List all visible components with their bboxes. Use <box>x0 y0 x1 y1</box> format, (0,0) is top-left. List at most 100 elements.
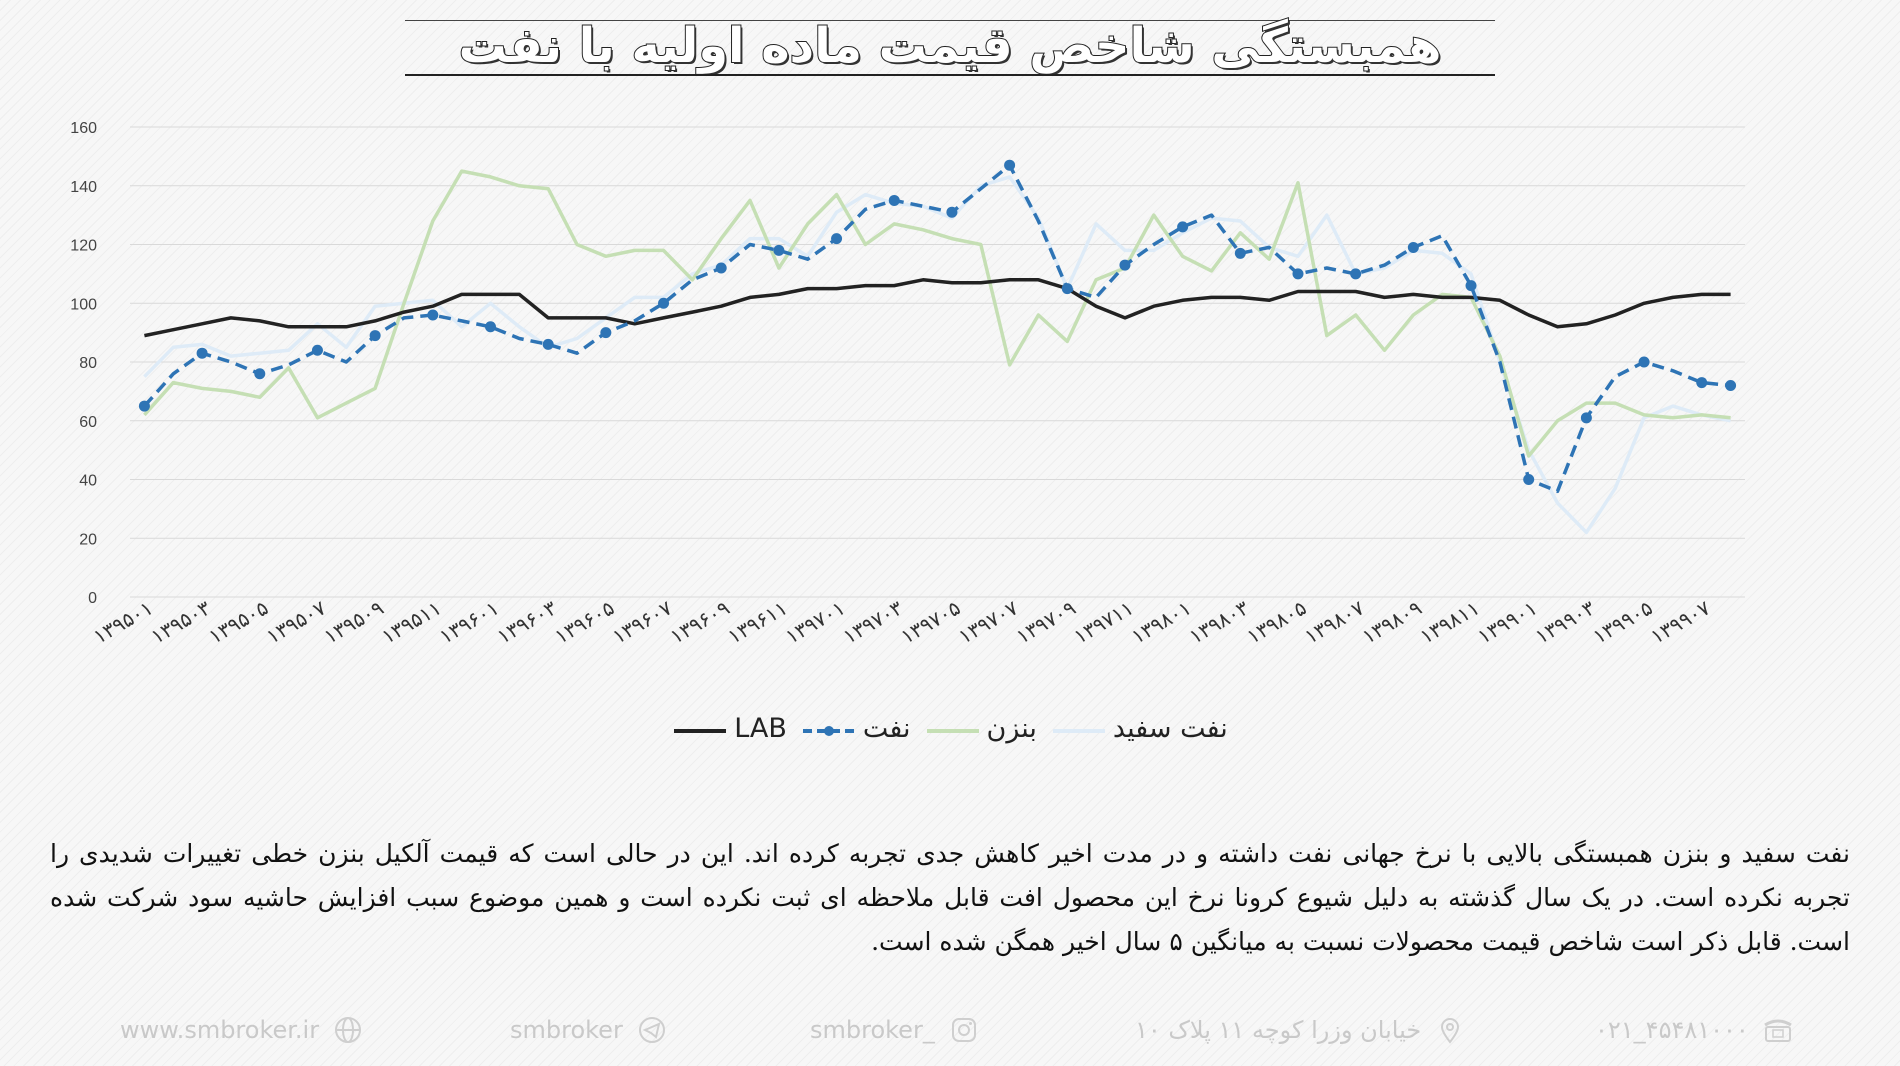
footer-telegram[interactable]: smbroker <box>510 1013 669 1047</box>
x-tick-label: ۱۳۹۸۰۵ <box>1243 596 1311 649</box>
legend-item: نفت <box>801 713 911 744</box>
data-point <box>1177 221 1189 233</box>
legend-swatch <box>801 713 857 744</box>
legend-item: نفت سفید <box>1051 713 1228 744</box>
globe-icon <box>331 1013 365 1047</box>
data-point <box>254 368 266 380</box>
y-axis-ticks: 0 20 40 60 80 100 120 140 160 <box>70 120 97 607</box>
footer-address: خیابان وزرا کوچه ۱۱ پلاک ۱۰ <box>1135 1013 1467 1047</box>
series-line-0 <box>144 278 1731 338</box>
instagram-text: smbroker_ <box>810 1016 935 1044</box>
data-point <box>1407 241 1419 253</box>
legend-label: نفت <box>862 712 911 744</box>
data-point <box>1465 280 1477 292</box>
data-point <box>1292 268 1304 280</box>
x-tick-label: ۱۳۹۶۰۷ <box>608 595 676 648</box>
x-tick-label: ۱۳۹۵۰۱ <box>89 596 157 649</box>
data-point <box>196 347 208 359</box>
data-point <box>542 338 554 350</box>
data-point <box>138 400 150 412</box>
x-tick-label: ۱۳۹۷۱۱ <box>1070 596 1138 649</box>
page-title: همبستگی شاخص قیمت ماده اولیه با نفت <box>458 17 1442 75</box>
y-tick-label: 80 <box>79 355 97 372</box>
phone-text: ۰۲۱_۴۵۴۸۱۰۰۰ <box>1595 1016 1749 1044</box>
address-text: خیابان وزرا کوچه ۱۱ پلاک ۱۰ <box>1135 1016 1422 1044</box>
data-point <box>1580 412 1592 424</box>
x-tick-label: ۱۳۹۹۰۳ <box>1531 595 1599 648</box>
legend-swatch <box>1051 713 1107 744</box>
data-point <box>427 309 439 321</box>
chart-grid <box>130 126 1745 598</box>
y-tick-label: 20 <box>79 531 97 548</box>
footer: www.smbroker.ir smbroker smbroker_ خیابا… <box>0 1005 1900 1055</box>
y-tick-label: 160 <box>70 120 97 137</box>
data-point <box>311 344 323 356</box>
x-tick-label: ۱۳۹۶۰۱ <box>435 596 503 649</box>
footer-phone[interactable]: ۰۲۱_۴۵۴۸۱۰۰۰ <box>1595 1013 1795 1047</box>
x-tick-label: ۱۳۹۹۰۵ <box>1589 596 1657 649</box>
footer-instagram[interactable]: smbroker_ <box>810 1013 981 1047</box>
x-tick-label: ۱۳۹۵۰۷ <box>262 595 330 648</box>
legend-swatch <box>925 713 981 744</box>
x-tick-label: ۱۳۹۸۱۱ <box>1416 596 1484 649</box>
x-tick-label: ۱۳۹۵۱۱ <box>377 596 445 649</box>
x-tick-label: ۱۳۹۷۰۳ <box>839 595 907 648</box>
legend-swatch <box>672 713 728 744</box>
footer-website[interactable]: www.smbroker.ir <box>120 1013 365 1047</box>
data-point <box>715 262 727 274</box>
data-point <box>1061 283 1073 295</box>
data-point <box>888 194 900 206</box>
x-tick-label: ۱۳۹۸۰۷ <box>1300 595 1368 648</box>
x-tick-label: ۱۳۹۶۰۵ <box>551 596 619 649</box>
legend-item: LAB <box>672 713 787 744</box>
telegram-icon <box>635 1013 669 1047</box>
series-line-1 <box>143 163 1731 494</box>
legend-item: بنزن <box>925 713 1037 744</box>
instagram-icon <box>947 1013 981 1047</box>
x-tick-label: ۱۳۹۶۰۹ <box>666 596 734 649</box>
x-tick-label: ۱۳۹۸۰۹ <box>1358 596 1426 649</box>
data-point <box>1004 159 1016 171</box>
x-axis-ticks: ۱۳۹۵۰۱۱۳۹۵۰۳۱۳۹۵۰۵۱۳۹۵۰۷۱۳۹۵۰۹۱۳۹۵۱۱۱۳۹۶… <box>89 595 1714 648</box>
y-tick-label: 60 <box>79 414 97 431</box>
x-tick-label: ۱۳۹۵۰۵ <box>204 596 272 649</box>
legend-label: بنزن <box>986 712 1037 744</box>
x-tick-label: ۱۳۹۹۰۱ <box>1473 596 1541 649</box>
x-tick-label: ۱۳۹۸۰۳ <box>1185 595 1253 648</box>
data-point <box>773 244 785 256</box>
title-box: همبستگی شاخص قیمت ماده اولیه با نفت <box>405 17 1495 78</box>
telegram-text: smbroker <box>510 1016 623 1044</box>
x-tick-label: ۱۳۹۹۰۷ <box>1646 595 1714 648</box>
y-tick-label: 40 <box>79 473 97 490</box>
y-tick-label: 0 <box>88 590 97 607</box>
x-tick-label: ۱۳۹۶۰۳ <box>493 595 561 648</box>
data-point <box>1234 247 1246 259</box>
x-tick-label: ۱۳۹۵۰۳ <box>147 595 215 648</box>
line-chart: 0 20 40 60 80 100 120 140 160 ۱۳۹۵۰۱۱۳۹۵۰۳۱۳۹۵۰۵… <box>70 120 1745 649</box>
data-point <box>1119 259 1131 271</box>
legend-label: LAB <box>734 712 787 744</box>
phone-icon <box>1761 1013 1795 1047</box>
data-point <box>1696 377 1708 389</box>
data-point <box>831 233 843 245</box>
data-point <box>658 297 670 309</box>
data-point <box>1523 474 1535 485</box>
title-rule-top <box>405 20 1495 21</box>
x-tick-label: ۱۳۹۷۰۹ <box>1012 596 1080 649</box>
x-tick-label: ۱۳۹۶۱۱ <box>724 596 792 649</box>
x-tick-label: ۱۳۹۷۰۱ <box>781 596 849 649</box>
x-tick-label: ۱۳۹۷۰۵ <box>897 596 965 649</box>
y-tick-label: 100 <box>70 296 97 313</box>
y-tick-label: 140 <box>70 179 97 196</box>
series-line-3 <box>143 175 1731 535</box>
chart-series <box>138 159 1737 535</box>
location-pin-icon <box>1433 1013 1467 1047</box>
x-tick-label: ۱۳۹۵۰۹ <box>320 596 388 649</box>
description-paragraph: نفت سفید و بنزن همبستگی بالایی با نرخ جه… <box>50 839 1850 956</box>
data-point <box>1350 268 1362 280</box>
title-rule <box>405 74 1495 76</box>
x-tick-label: ۱۳۹۸۰۱ <box>1127 596 1195 649</box>
data-point <box>946 206 958 218</box>
legend-label: نفت سفید <box>1112 712 1228 744</box>
data-point <box>1725 380 1737 391</box>
